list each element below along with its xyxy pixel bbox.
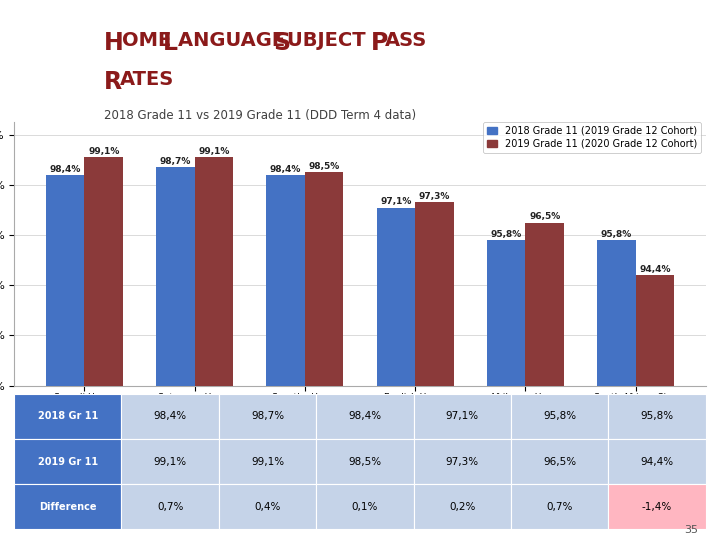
- Text: Afrikaans Home
Language: Afrikaans Home Language: [490, 393, 561, 413]
- Text: R: R: [104, 70, 122, 94]
- Bar: [526, 222, 564, 540]
- Bar: [194, 157, 233, 540]
- Text: 97,1%: 97,1%: [380, 197, 412, 206]
- Text: 95,8%: 95,8%: [543, 411, 576, 421]
- Text: ASS: ASS: [385, 31, 427, 50]
- FancyBboxPatch shape: [219, 484, 316, 529]
- Bar: [84, 157, 123, 540]
- FancyBboxPatch shape: [316, 394, 413, 439]
- Text: UBJECT: UBJECT: [287, 31, 373, 50]
- Text: Sepedi Home
Language: Sepedi Home Language: [54, 393, 114, 413]
- FancyBboxPatch shape: [122, 439, 219, 484]
- FancyBboxPatch shape: [413, 484, 511, 529]
- Text: 99,1%: 99,1%: [198, 147, 230, 156]
- FancyBboxPatch shape: [14, 484, 122, 529]
- Legend: 2018 Grade 11 (2019 Grade 12 Cohort), 2019 Grade 11 (2020 Grade 12 Cohort): 2018 Grade 11 (2019 Grade 12 Cohort), 20…: [483, 122, 701, 153]
- FancyBboxPatch shape: [608, 394, 706, 439]
- Text: ANGUAGE: ANGUAGE: [179, 31, 292, 50]
- FancyBboxPatch shape: [219, 439, 316, 484]
- Text: P: P: [371, 31, 388, 55]
- Text: 0,4%: 0,4%: [254, 502, 281, 511]
- FancyBboxPatch shape: [122, 484, 219, 529]
- Text: 98,4%: 98,4%: [50, 165, 81, 174]
- Text: 2019 Gr 11: 2019 Gr 11: [38, 456, 98, 467]
- Text: South African Sign
Language: South African Sign Language: [594, 393, 678, 413]
- Text: 98,5%: 98,5%: [309, 162, 340, 171]
- Text: 98,4%: 98,4%: [348, 411, 382, 421]
- Bar: [415, 202, 454, 540]
- Text: 35: 35: [685, 524, 698, 535]
- Text: 97,3%: 97,3%: [419, 192, 450, 201]
- Text: 96,5%: 96,5%: [529, 212, 560, 221]
- Text: 0,2%: 0,2%: [449, 502, 475, 511]
- Text: 97,3%: 97,3%: [446, 456, 479, 467]
- Text: 2018 Grade 11 vs 2019 Grade 11 (DDD Term 4 data): 2018 Grade 11 vs 2019 Grade 11 (DDD Term…: [104, 109, 416, 122]
- Bar: [377, 207, 415, 540]
- Text: 98,4%: 98,4%: [153, 411, 186, 421]
- Text: 98,4%: 98,4%: [270, 165, 301, 174]
- FancyBboxPatch shape: [14, 394, 122, 439]
- FancyBboxPatch shape: [316, 484, 413, 529]
- Text: 0,7%: 0,7%: [157, 502, 184, 511]
- FancyBboxPatch shape: [413, 394, 511, 439]
- Text: 0,1%: 0,1%: [351, 502, 378, 511]
- Bar: [636, 275, 674, 540]
- Text: H: H: [104, 31, 124, 55]
- Text: 94,4%: 94,4%: [640, 456, 673, 467]
- Text: 98,5%: 98,5%: [348, 456, 382, 467]
- FancyBboxPatch shape: [316, 439, 413, 484]
- FancyBboxPatch shape: [413, 439, 511, 484]
- Bar: [46, 175, 84, 540]
- Text: 95,8%: 95,8%: [600, 230, 632, 239]
- FancyBboxPatch shape: [14, 439, 122, 484]
- Text: 99,1%: 99,1%: [88, 147, 120, 156]
- Text: S: S: [274, 31, 291, 55]
- Bar: [487, 240, 526, 540]
- Text: 95,8%: 95,8%: [640, 411, 673, 421]
- FancyBboxPatch shape: [511, 394, 608, 439]
- Text: 99,1%: 99,1%: [251, 456, 284, 467]
- Text: OME: OME: [122, 31, 178, 50]
- Bar: [597, 240, 636, 540]
- Text: Difference: Difference: [39, 502, 96, 511]
- FancyBboxPatch shape: [122, 394, 219, 439]
- Text: 98,7%: 98,7%: [160, 157, 191, 166]
- Bar: [266, 175, 305, 540]
- Text: English Home
Language: English Home Language: [384, 393, 446, 413]
- Text: 95,8%: 95,8%: [490, 230, 522, 239]
- Text: L: L: [163, 31, 178, 55]
- Text: -1,4%: -1,4%: [642, 502, 672, 511]
- Text: 96,5%: 96,5%: [543, 456, 576, 467]
- Text: Sesotho Home
Language: Sesotho Home Language: [272, 393, 338, 413]
- Text: 97,1%: 97,1%: [446, 411, 479, 421]
- Text: 98,7%: 98,7%: [251, 411, 284, 421]
- FancyBboxPatch shape: [511, 484, 608, 529]
- Text: ATES: ATES: [120, 70, 174, 89]
- Bar: [156, 167, 194, 540]
- Text: Setswana Home
Language: Setswana Home Language: [158, 393, 231, 413]
- Text: 99,1%: 99,1%: [153, 456, 186, 467]
- Text: 2018 Gr 11: 2018 Gr 11: [37, 411, 98, 421]
- FancyBboxPatch shape: [608, 439, 706, 484]
- FancyBboxPatch shape: [608, 484, 706, 529]
- Text: 0,7%: 0,7%: [546, 502, 572, 511]
- Bar: [305, 172, 343, 540]
- Text: 94,4%: 94,4%: [639, 265, 670, 274]
- FancyBboxPatch shape: [511, 439, 608, 484]
- FancyBboxPatch shape: [219, 394, 316, 439]
